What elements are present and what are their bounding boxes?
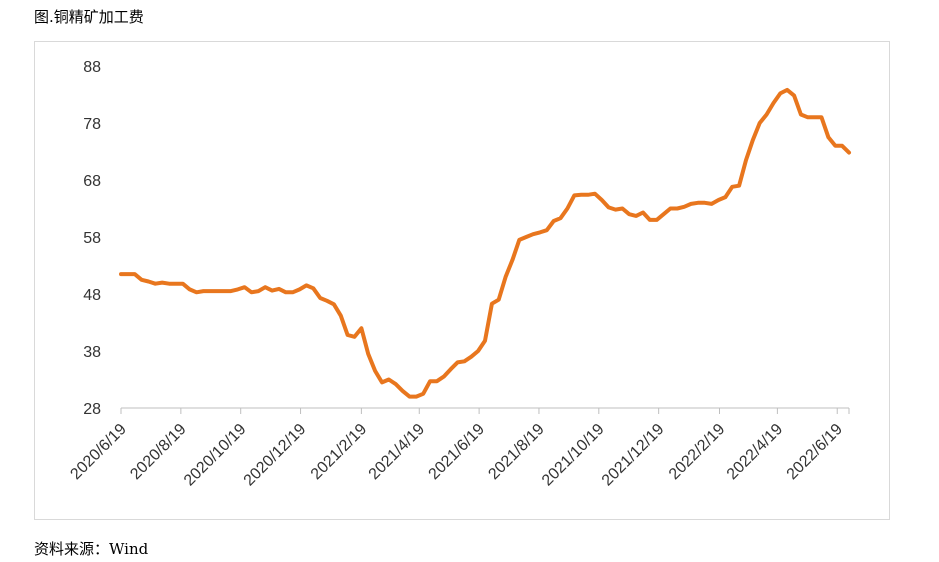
x-tick-label: 2020/12/19 xyxy=(241,421,310,490)
x-axis-ticks xyxy=(120,408,850,414)
x-tick-label: 2020/10/19 xyxy=(181,421,250,490)
x-tick-label: 2020/6/19 xyxy=(67,421,129,483)
source-note: 资料来源：Wind xyxy=(34,540,149,558)
y-tick-label: 58 xyxy=(83,230,101,247)
series-line xyxy=(119,87,851,399)
y-tick-label: 48 xyxy=(83,287,101,304)
x-tick-label: 2021/2/19 xyxy=(308,421,370,483)
x-tick-label: 2022/6/19 xyxy=(784,421,846,483)
y-tick-label: 38 xyxy=(83,344,101,361)
x-tick-label: 2020/8/19 xyxy=(127,421,189,483)
y-tick-label: 28 xyxy=(83,401,101,418)
x-tick-label: 2022/2/19 xyxy=(666,421,728,483)
x-tick-label: 2021/10/19 xyxy=(539,421,608,490)
copper-tc-line-chart: 28 38 48 58 68 78 88 2020/6/192020/8/192020/10… xyxy=(67,59,851,490)
chart-frame: 28 38 48 58 68 78 88 2020/6/19 2020/8/19 2020/10… xyxy=(34,41,890,520)
x-tick-label: 2021/8/19 xyxy=(485,421,547,483)
x-tick-label: 2021/12/19 xyxy=(599,421,668,490)
x-tick-label: 2021/6/19 xyxy=(426,421,488,483)
y-axis-labels: 28 38 48 58 68 78 88 xyxy=(83,59,101,418)
y-tick-label: 68 xyxy=(83,173,101,190)
x-axis-labels: 2020/6/192020/8/192020/10/192020/12/1920… xyxy=(67,421,846,490)
y-tick-label: 88 xyxy=(83,59,101,76)
figure-title: 图.铜精矿加工费 xyxy=(34,8,144,26)
y-tick-label: 78 xyxy=(83,116,101,133)
x-tick-label: 2022/4/19 xyxy=(724,421,786,483)
x-tick-label: 2021/4/19 xyxy=(366,421,428,483)
